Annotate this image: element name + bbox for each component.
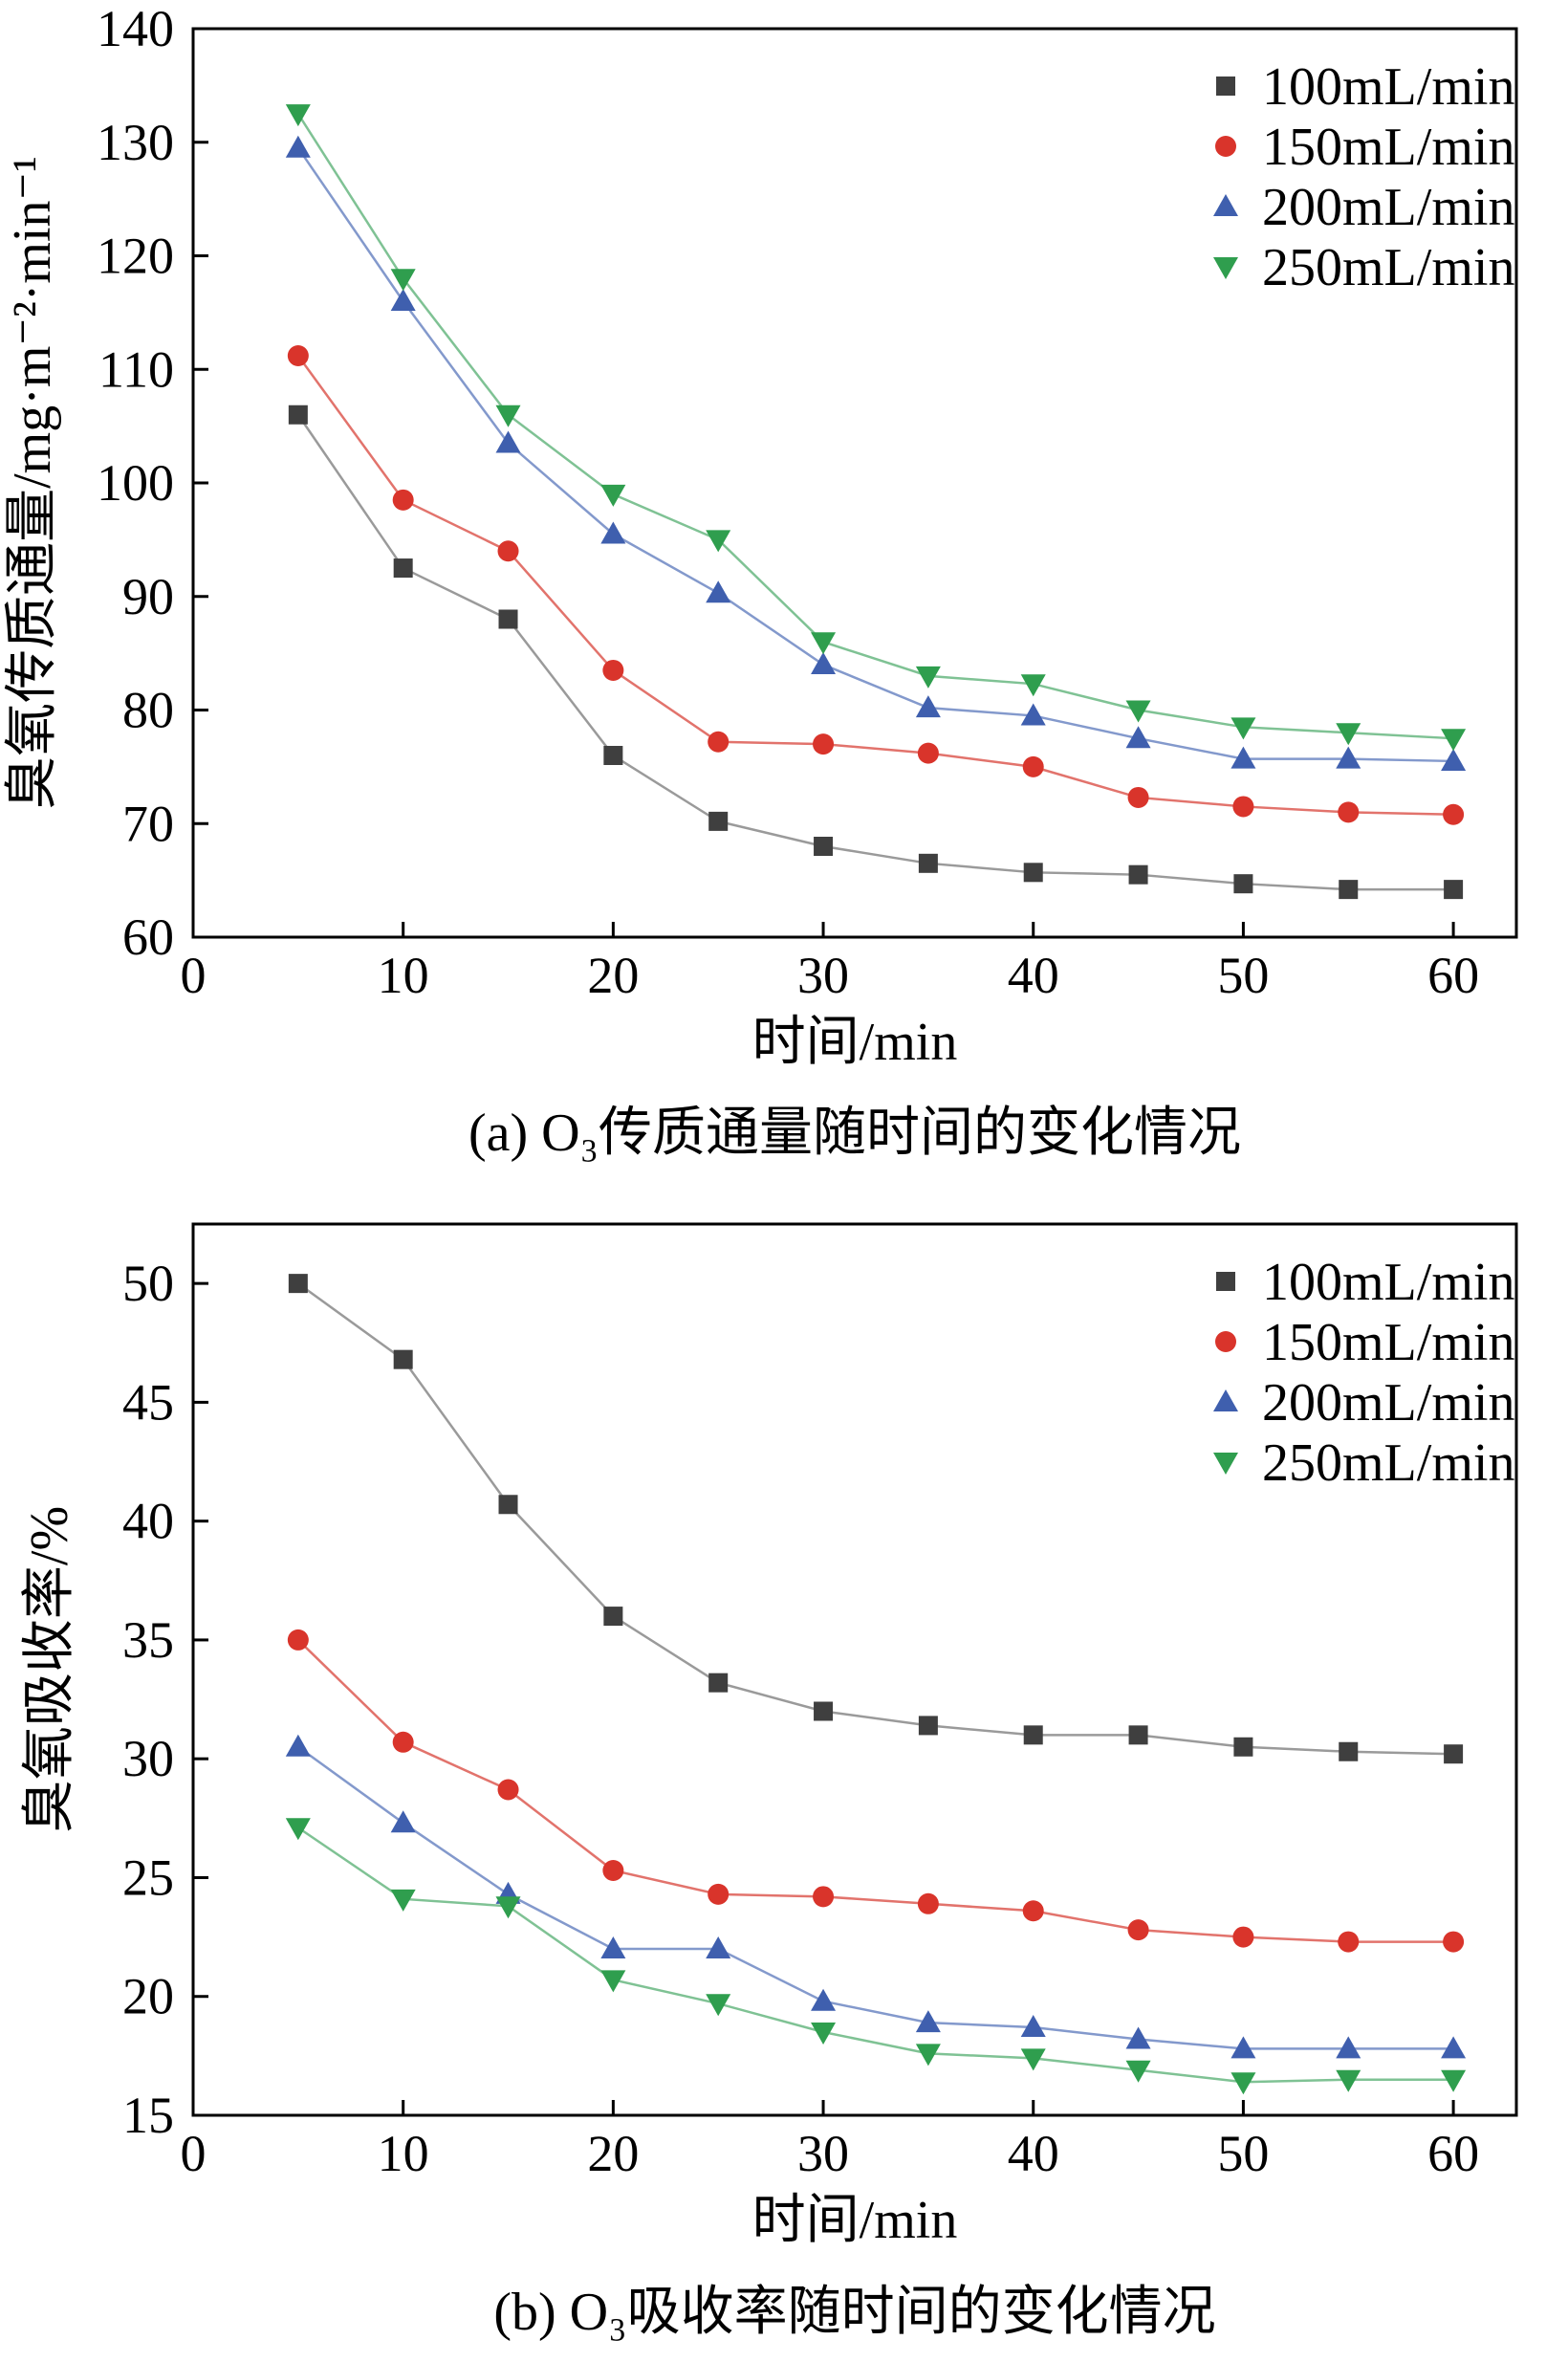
y-tick-label: 60 <box>122 908 174 966</box>
legend-label: 200mL/min <box>1262 178 1514 237</box>
x-tick-label: 20 <box>587 947 639 1004</box>
x-tick-label: 40 <box>1008 947 1059 1004</box>
x-tick-label: 20 <box>587 2125 639 2182</box>
series-2 <box>285 135 1467 771</box>
y-tick-label: 15 <box>122 2087 174 2144</box>
series-1 <box>287 1629 1465 1953</box>
legend-label: 150mL/min <box>1262 118 1514 177</box>
x-tick-label: 0 <box>181 2125 207 2182</box>
y-tick-label: 35 <box>122 1611 174 1669</box>
y-tick-label: 120 <box>97 228 174 285</box>
x-axis-label: 时间/min <box>752 1013 958 1072</box>
y-tick-label: 50 <box>122 1255 174 1312</box>
y-tick-label: 25 <box>122 1848 174 1906</box>
chart-b-panel: 0 10 20 30 40 50 60 15 20 25 30 35 40 45 50 时间/min 臭氧吸收率… <box>0 1174 1568 2353</box>
y-tick-label: 80 <box>122 682 174 739</box>
y-tick-label: 20 <box>122 1968 174 2025</box>
series-line <box>296 414 1454 891</box>
chart-a: 0 10 20 30 40 50 60 60 70 80 90 100 110 120 130 140 时间/m… <box>3 0 1518 1072</box>
y-tick-label: 130 <box>97 114 174 171</box>
x-tick-label: 50 <box>1217 947 1269 1004</box>
legend-label: 100mL/min <box>1262 57 1514 117</box>
series-line <box>297 1282 1454 1756</box>
y-tick-label: 30 <box>122 1730 174 1787</box>
plot-frame <box>191 1222 1518 2117</box>
y-axis-label: 臭氧传质通量/mg·m⁻²·min⁻¹ <box>3 156 62 810</box>
x-tick-label: 60 <box>1427 2125 1479 2182</box>
chart-b-caption: (b) O₃吸收率随时间的变化情况 <box>493 2283 1216 2342</box>
series-line <box>296 1639 1454 1943</box>
legend-label: 250mL/min <box>1262 238 1514 297</box>
legend-label: 100mL/min <box>1262 1253 1514 1312</box>
y-tick-label: 40 <box>122 1493 174 1550</box>
x-tick-label: 10 <box>378 2125 429 2182</box>
y-tick-label: 110 <box>98 340 174 398</box>
y-tick-label: 45 <box>122 1373 174 1431</box>
chart-a-panel: 0 10 20 30 40 50 60 60 70 80 90 100 110 120 130 140 时间/m… <box>0 0 1568 1174</box>
x-tick-label: 0 <box>181 947 207 1004</box>
series-line <box>296 113 1454 740</box>
legend-label: 250mL/min <box>1262 1433 1514 1493</box>
legend-label: 150mL/min <box>1262 1313 1514 1372</box>
chart-b: 0 10 20 30 40 50 60 15 20 25 30 35 40 45 50 时间/min 臭氧吸收率… <box>20 1222 1518 2250</box>
y-axis: 60 70 80 90 100 110 120 130 140 <box>97 0 208 966</box>
series-2 <box>285 1734 1467 2059</box>
x-tick-label: 30 <box>797 947 849 1004</box>
x-tick-label: 30 <box>797 2125 849 2182</box>
series-line <box>297 1826 1454 2084</box>
y-tick-label: 70 <box>122 795 174 852</box>
x-axis: 0 10 20 30 40 50 60 <box>181 2100 1479 2182</box>
series-1 <box>287 345 1465 825</box>
x-axis: 0 10 20 30 40 50 60 <box>181 922 1479 1004</box>
y-axis-label: 臭氧吸收率/% <box>20 1506 79 1833</box>
series-line <box>296 146 1454 763</box>
x-tick-label: 60 <box>1427 947 1479 1004</box>
series-3 <box>285 1818 1467 2095</box>
x-tick-label: 10 <box>378 947 429 1004</box>
y-tick-label: 90 <box>122 568 174 625</box>
series-line <box>297 1745 1454 2050</box>
chart-a-caption: (a) O₃传质通量随时间的变化情况 <box>468 1104 1242 1163</box>
series-0 <box>288 405 1464 900</box>
x-tick-label: 50 <box>1217 2125 1269 2182</box>
y-axis: 15 20 25 30 35 40 45 50 <box>122 1255 208 2144</box>
x-axis-label: 时间/min <box>752 2191 958 2250</box>
y-tick-label: 100 <box>97 454 174 512</box>
series-3 <box>285 104 1467 752</box>
series-line <box>296 355 1454 816</box>
legend-label: 200mL/min <box>1262 1373 1514 1433</box>
x-tick-label: 40 <box>1008 2125 1059 2182</box>
y-tick-label: 140 <box>97 0 174 57</box>
series-0 <box>288 1274 1464 1764</box>
